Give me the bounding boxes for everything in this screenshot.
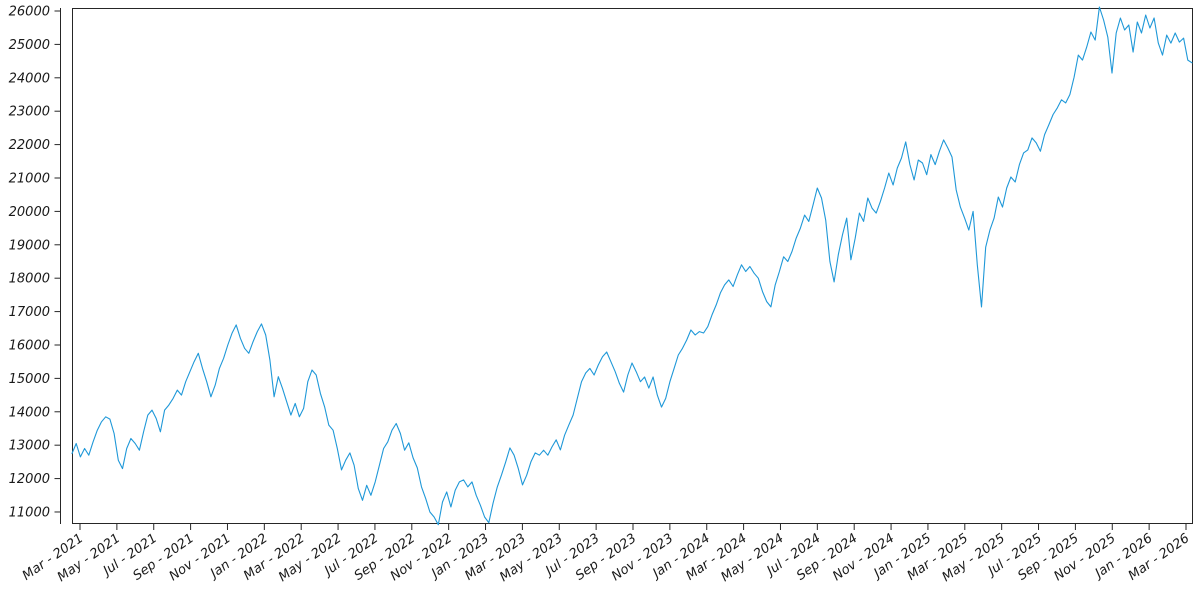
y-tick-label: 16000: [9, 338, 50, 353]
y-tick-label: 12000: [9, 472, 50, 487]
y-tick-label: 13000: [9, 439, 50, 454]
y-tick-label: 15000: [9, 372, 50, 387]
y-tick-label: 22000: [9, 138, 50, 153]
y-tick-label: 24000: [9, 71, 50, 86]
plot-frame: [72, 8, 1193, 524]
y-tick-label: 17000: [9, 305, 50, 320]
y-tick-label: 25000: [9, 38, 50, 53]
y-tick-label: 23000: [9, 105, 50, 120]
y-tick-label: 26000: [9, 5, 50, 20]
price-line-series: [71, 6, 1193, 526]
y-tick-label: 14000: [9, 405, 50, 420]
y-tick-label: 11000: [9, 505, 50, 520]
y-tick-label: 21000: [9, 171, 50, 186]
y-tick-label: 19000: [9, 238, 50, 253]
y-tick-label: 18000: [9, 272, 50, 287]
y-tick-label: 20000: [9, 205, 50, 220]
